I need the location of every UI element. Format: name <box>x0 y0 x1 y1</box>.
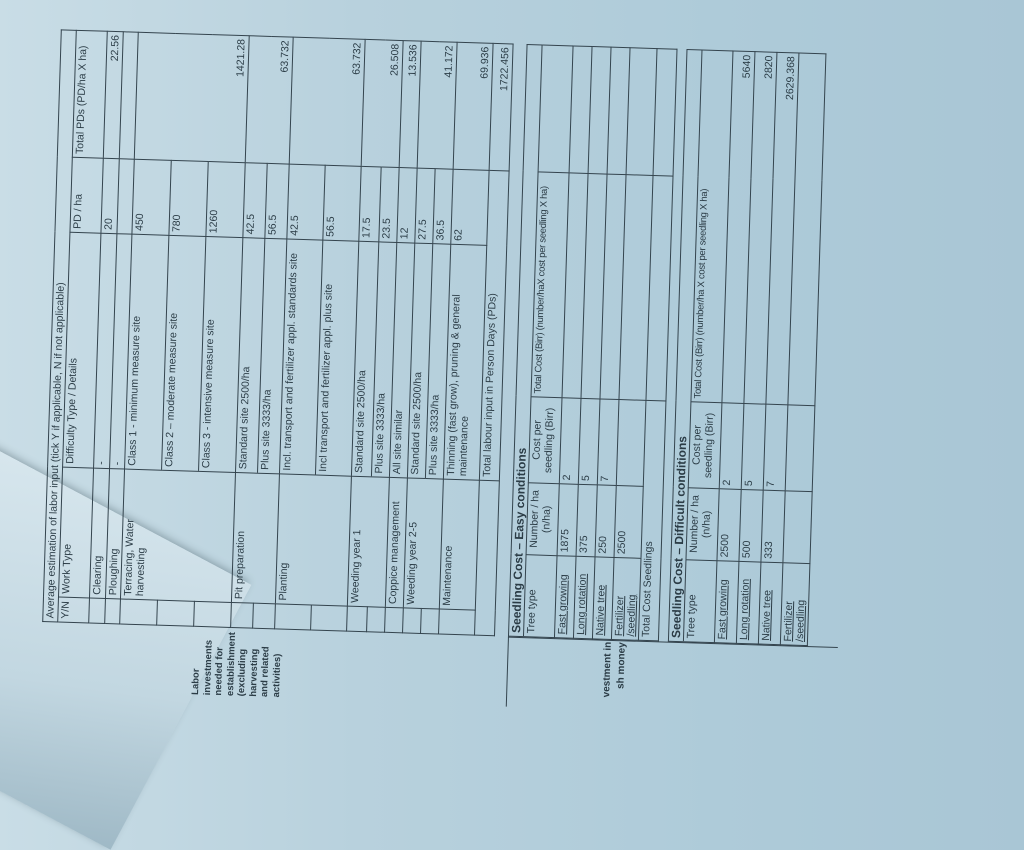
tree-type-cell: Long rotation <box>573 556 596 639</box>
total-pds-cell: 69.936 <box>453 42 494 171</box>
number-cell: 500 <box>738 489 764 563</box>
tree-type-cell: Fast growing <box>714 560 739 644</box>
number-cell: 1875 <box>557 483 579 557</box>
tree-type-cell: Long rotation <box>736 561 761 645</box>
number-cell: 2500 <box>716 488 742 562</box>
yn-cell <box>438 609 476 636</box>
pd-ha-cell: 56.5 <box>264 163 290 240</box>
header-number: Number / ha (n/ha) <box>685 487 720 561</box>
cost-cell: 7 <box>763 404 788 491</box>
cash-section-label: vestment in sh money <box>601 641 628 698</box>
header-yn: Y/N <box>57 597 90 623</box>
number-cell: 2500 <box>614 485 644 559</box>
pd-ha-cell: 780 <box>168 160 209 237</box>
document-page: Labor investments needed for establishme… <box>40 29 860 717</box>
header-pd-ha: PD / ha <box>69 157 104 234</box>
yn-cell <box>346 606 368 632</box>
pd-ha-cell: 23.5 <box>378 166 400 243</box>
yn-cell <box>104 598 121 624</box>
yn-cell <box>420 608 440 634</box>
pd-ha-cell: 17.5 <box>358 166 382 242</box>
yn-cell <box>193 601 232 628</box>
divider <box>505 636 509 707</box>
tree-type-cell: Fertilizer /seedling <box>611 557 641 641</box>
cost-cell <box>785 404 815 492</box>
labor-section-label: Labor investments needed for establishme… <box>189 631 283 698</box>
yn-cell <box>274 603 312 630</box>
yn-cell <box>252 603 276 629</box>
yn-cell <box>230 602 254 629</box>
yn-cell <box>366 606 386 633</box>
header-tree-type: Tree type <box>523 554 558 638</box>
yn-cell <box>156 600 195 627</box>
tree-type-cell: Native tree <box>758 562 783 645</box>
tree-type-cell: Fertilizer /seedling <box>780 562 810 646</box>
number-cell: 250 <box>595 484 617 558</box>
tree-type-cell: Fast growing <box>554 555 577 639</box>
total-pds-cell: 63.732 <box>325 38 366 167</box>
header-cost: Cost per seedling (Birr) <box>688 401 722 489</box>
header-cost: Cost per seedling (Birr) <box>528 396 563 484</box>
number-cell: 333 <box>760 490 786 563</box>
difficult-seedling-table: Seedling Cost – Difficult conditions Tre… <box>668 49 827 646</box>
empty-cell <box>626 47 658 176</box>
work-type-cell: Maintenance <box>439 479 480 611</box>
total-pds-cell <box>289 37 330 166</box>
pd-ha-cell: 27.5 <box>414 168 436 244</box>
easy-seedling-table: Seedling Cost – Easy conditions Tree typ… <box>508 44 678 641</box>
pd-ha-cell: 12 <box>396 167 418 244</box>
pd-ha-cell: 42.5 <box>286 164 326 241</box>
number-cell <box>782 490 813 564</box>
pd-ha-cell: 42.5 <box>242 162 268 239</box>
work-type-cell: Planting <box>275 473 316 605</box>
total-value: 1722.456 <box>489 43 514 171</box>
yn-cell <box>402 607 422 634</box>
yn-cell <box>88 598 106 624</box>
total-pds-cell <box>171 33 213 162</box>
cost-cell <box>616 399 646 487</box>
work-type-cell <box>194 471 236 603</box>
total-pds-cell <box>134 32 176 161</box>
yn-cell <box>384 607 404 633</box>
total-pds-cell: 1421.28 <box>208 34 250 163</box>
yn-cell <box>310 604 348 632</box>
work-type-cell <box>157 470 199 602</box>
pd-ha-cell: 1260 <box>205 161 246 238</box>
cost-cell: 5 <box>741 403 766 491</box>
yn-cell <box>119 598 158 626</box>
header-total-pds: Total PDs (PD/ha X ha) <box>72 30 108 159</box>
header-empty <box>538 44 574 173</box>
cost-cell: 2 <box>719 402 744 490</box>
header-work-type: Work Type <box>58 467 94 599</box>
pd-ha-cell: 56.5 <box>322 165 362 242</box>
work-type-cell <box>311 475 352 607</box>
tree-type-cell: Native tree <box>592 556 615 640</box>
pd-ha-cell: 450 <box>131 159 172 236</box>
pd-ha-cell: 62 <box>450 169 490 246</box>
empty-cell <box>653 48 678 177</box>
number-cell: 375 <box>576 484 598 557</box>
work-type-cell: Terracing, Water harvesting <box>120 469 162 601</box>
header-number: Number / ha (n/ha) <box>526 482 560 556</box>
header-tree-type: Tree type <box>683 559 717 643</box>
labor-table: Average estimation of labor input (tick … <box>42 29 514 636</box>
spacer-cell <box>474 480 500 636</box>
pd-ha-cell: 36.5 <box>432 168 454 245</box>
